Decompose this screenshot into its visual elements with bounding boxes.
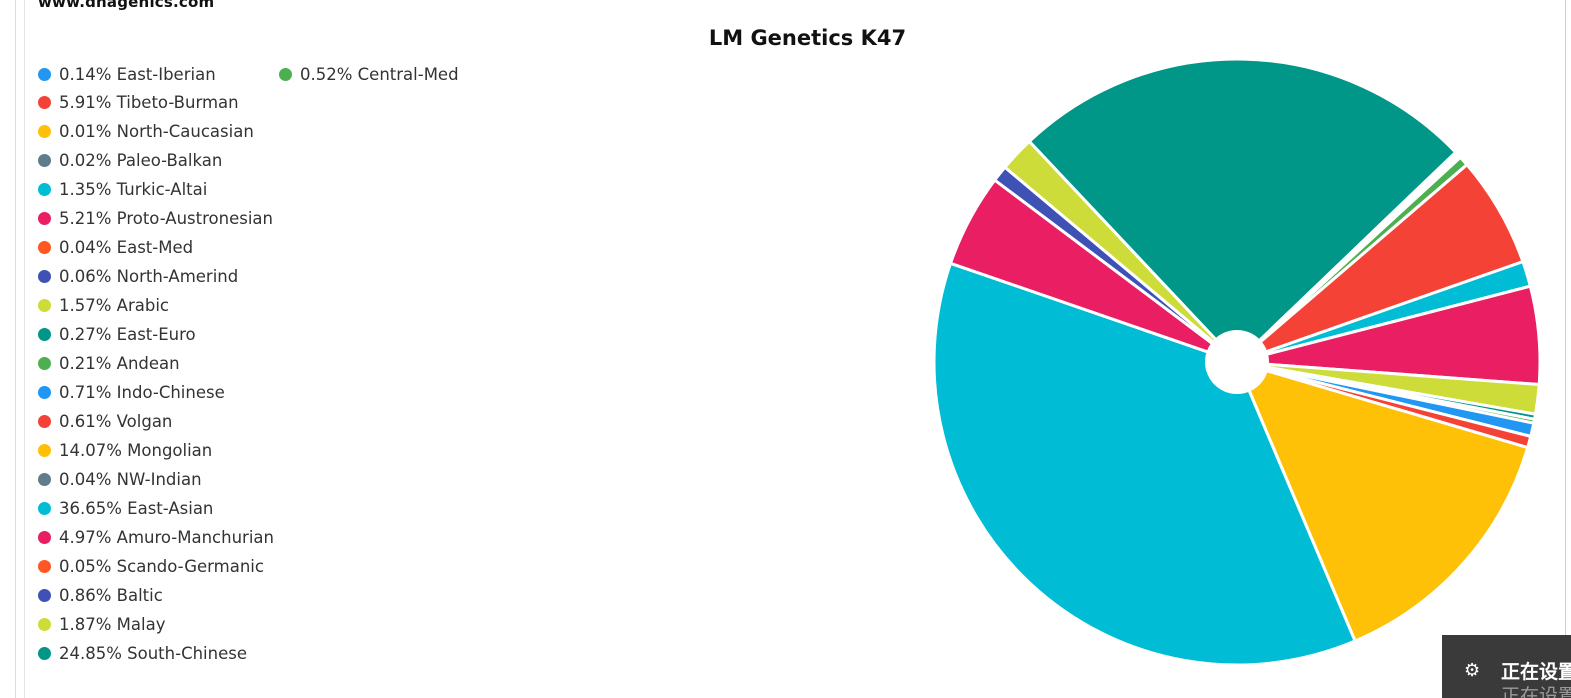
legend-swatch bbox=[38, 241, 51, 255]
legend-item-scando-germanic[interactable]: 0.05% Scando-Germanic bbox=[38, 556, 264, 576]
toast-text: 正在设置 bbox=[1501, 661, 1571, 683]
legend-item-turkic-altai[interactable]: 1.35% Turkic-Altai bbox=[38, 180, 207, 200]
legend-item-nw-indian[interactable]: 0.04% NW-Indian bbox=[38, 469, 202, 489]
legend-item-baltic[interactable]: 0.86% Baltic bbox=[38, 585, 163, 605]
status-toast: ⚙ 正在设置 正在设置 bbox=[1442, 635, 1571, 698]
legend-label: 0.86% Baltic bbox=[59, 585, 163, 605]
legend-swatch bbox=[38, 154, 51, 168]
legend-label: 0.52% Central-Med bbox=[300, 64, 459, 84]
legend-label: 0.61% Volgan bbox=[59, 411, 173, 431]
legend-swatch bbox=[38, 183, 51, 197]
legend-label: 0.06% North-Amerind bbox=[59, 267, 239, 287]
legend-label: 1.87% Malay bbox=[59, 614, 166, 634]
legend-item-north-amerind[interactable]: 0.06% North-Amerind bbox=[38, 267, 238, 287]
legend-label: 0.04% NW-Indian bbox=[59, 469, 202, 489]
legend-swatch bbox=[38, 96, 51, 110]
legend-item-paleo-balkan[interactable]: 0.02% Paleo-Balkan bbox=[38, 151, 222, 171]
legend-swatch bbox=[38, 385, 51, 399]
legend-swatch bbox=[38, 443, 51, 457]
legend-swatch bbox=[38, 617, 51, 631]
legend-item-east-med[interactable]: 0.04% East-Med bbox=[38, 238, 193, 258]
legend-label: 0.14% East-Iberian bbox=[59, 64, 216, 84]
legend-item-andean[interactable]: 0.21% Andean bbox=[38, 354, 180, 374]
legend-label: 0.71% Indo-Chinese bbox=[59, 382, 225, 402]
legend-item-central-med[interactable]: 0.52% Central-Med bbox=[279, 64, 459, 84]
legend-item-east-asian[interactable]: 36.65% East-Asian bbox=[38, 498, 213, 518]
legend-swatch bbox=[38, 125, 51, 139]
legend-label: 14.07% Mongolian bbox=[59, 440, 213, 460]
legend-label: 24.85% South-Chinese bbox=[59, 643, 247, 663]
site-url[interactable]: www.dnagenics.com bbox=[38, 0, 215, 11]
pie-center-hole bbox=[1205, 330, 1269, 394]
legend-swatch bbox=[38, 559, 51, 573]
legend-item-proto-austronesian[interactable]: 5.21% Proto-Austronesian bbox=[38, 209, 273, 229]
gear-icon: ⚙ bbox=[1464, 660, 1481, 681]
legend-item-tibeto-burman[interactable]: 5.91% Tibeto-Burman bbox=[38, 93, 239, 113]
legend-item-south-chinese[interactable]: 24.85% South-Chinese bbox=[38, 643, 247, 663]
legend-swatch bbox=[38, 646, 51, 660]
legend-swatch bbox=[38, 67, 51, 81]
legend-swatch bbox=[38, 472, 51, 486]
legend-item-east-iberian[interactable]: 0.14% East-Iberian bbox=[38, 64, 216, 84]
legend-swatch bbox=[38, 588, 51, 602]
legend-swatch bbox=[38, 328, 51, 342]
legend-item-north-caucasian[interactable]: 0.01% North-Caucasian bbox=[38, 122, 254, 142]
legend-item-malay[interactable]: 1.87% Malay bbox=[38, 614, 165, 634]
legend-label: 0.02% Paleo-Balkan bbox=[59, 151, 223, 171]
legend-swatch bbox=[38, 212, 51, 226]
legend-swatch bbox=[38, 357, 51, 370]
pie-slice-south-chinese[interactable] bbox=[1027, 57, 1458, 364]
legend-label: 0.01% North-Caucasian bbox=[59, 122, 254, 142]
legend-label: 4.97% Amuro-Manchurian bbox=[59, 527, 274, 547]
legend-label: 1.57% Arabic bbox=[59, 296, 169, 316]
legend-label: 0.21% Andean bbox=[59, 354, 180, 373]
pie-slice-mongolian[interactable] bbox=[1235, 360, 1530, 643]
legend-label: 0.27% East-Euro bbox=[59, 325, 196, 345]
legend-item-volgan[interactable]: 0.61% Volgan bbox=[38, 411, 172, 431]
legend-swatch bbox=[38, 501, 51, 515]
legend-item-arabic[interactable]: 1.57% Arabic bbox=[38, 296, 169, 316]
legend-swatch bbox=[38, 530, 51, 544]
legend-label: 5.91% Tibeto-Burman bbox=[59, 93, 239, 113]
legend-label: 0.04% East-Med bbox=[59, 238, 194, 258]
legend-swatch bbox=[38, 414, 51, 428]
legend-item-mongolian[interactable]: 14.07% Mongolian bbox=[38, 440, 212, 460]
right-border-line bbox=[1565, 0, 1566, 640]
pie-slice-east-asian[interactable] bbox=[932, 261, 1357, 667]
toast-subtext: 正在设置 bbox=[1501, 685, 1571, 698]
legend-item-amuro-manchurian[interactable]: 4.97% Amuro-Manchurian bbox=[38, 527, 274, 547]
legend-label: 36.65% East-Asian bbox=[59, 498, 214, 518]
legend-label: 5.21% Proto-Austronesian bbox=[59, 209, 273, 229]
chart-title: LM Genetics K47 bbox=[708, 26, 907, 50]
legend-swatch bbox=[38, 299, 51, 313]
legend-label: 0.05% Scando-Germanic bbox=[59, 556, 264, 576]
left-inner-border-line bbox=[24, 0, 25, 698]
legend-swatch bbox=[38, 270, 51, 284]
legend-label: 1.35% Turkic-Altai bbox=[59, 180, 208, 200]
legend-item-indo-chinese[interactable]: 0.71% Indo-Chinese bbox=[38, 382, 225, 402]
legend-swatch bbox=[279, 67, 292, 81]
pie-slice-scando-germanic[interactable] bbox=[1235, 155, 1462, 364]
legend-item-east-euro[interactable]: 0.27% East-Euro bbox=[38, 325, 196, 345]
left-border-line bbox=[15, 0, 16, 698]
